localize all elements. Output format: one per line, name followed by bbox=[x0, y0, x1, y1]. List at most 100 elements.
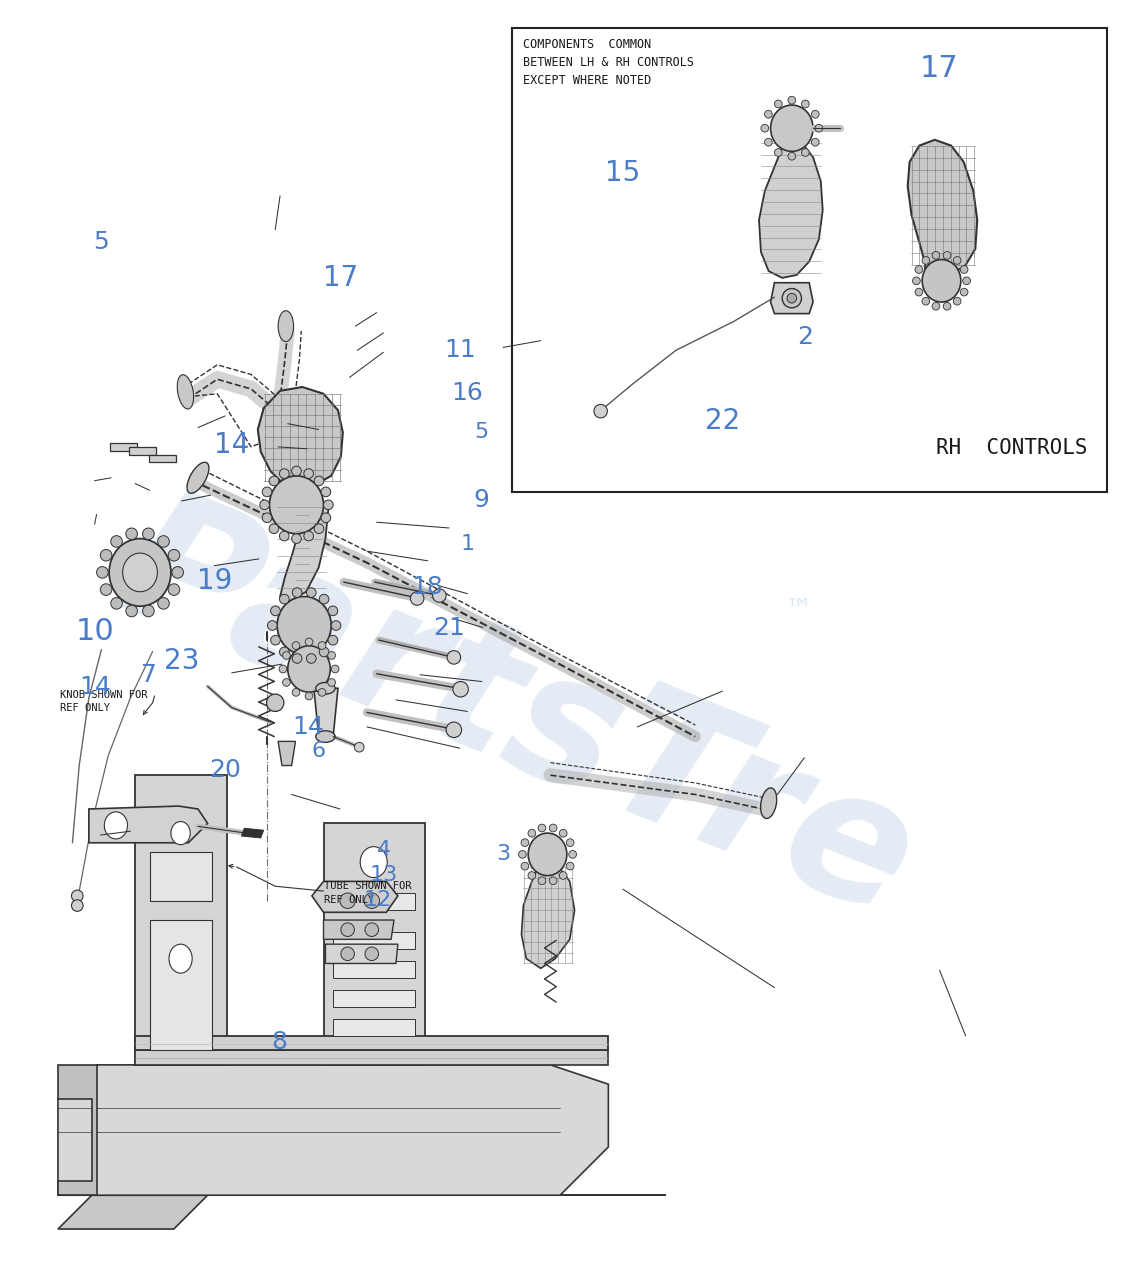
Text: 18: 18 bbox=[411, 575, 443, 599]
Ellipse shape bbox=[922, 297, 930, 305]
Ellipse shape bbox=[280, 531, 289, 541]
Text: 17: 17 bbox=[323, 264, 359, 292]
Ellipse shape bbox=[307, 588, 316, 598]
Polygon shape bbox=[89, 806, 208, 842]
Ellipse shape bbox=[109, 539, 171, 607]
Ellipse shape bbox=[171, 822, 190, 845]
Ellipse shape bbox=[761, 124, 769, 132]
Polygon shape bbox=[314, 689, 338, 736]
Ellipse shape bbox=[782, 288, 801, 307]
Polygon shape bbox=[333, 932, 415, 948]
Polygon shape bbox=[58, 1065, 608, 1196]
Ellipse shape bbox=[303, 468, 314, 479]
Text: 14: 14 bbox=[292, 714, 324, 739]
Ellipse shape bbox=[303, 531, 314, 541]
Ellipse shape bbox=[318, 689, 326, 696]
Ellipse shape bbox=[279, 666, 287, 673]
Ellipse shape bbox=[315, 524, 324, 534]
Ellipse shape bbox=[433, 589, 446, 603]
Text: 9: 9 bbox=[473, 489, 489, 512]
Ellipse shape bbox=[100, 584, 112, 595]
Ellipse shape bbox=[960, 266, 968, 274]
Ellipse shape bbox=[169, 584, 180, 595]
Ellipse shape bbox=[262, 488, 272, 497]
Ellipse shape bbox=[528, 833, 566, 876]
Polygon shape bbox=[324, 920, 395, 940]
Ellipse shape bbox=[305, 692, 312, 700]
Ellipse shape bbox=[100, 549, 112, 561]
Ellipse shape bbox=[913, 276, 921, 284]
Ellipse shape bbox=[111, 598, 123, 609]
Ellipse shape bbox=[316, 731, 335, 742]
Ellipse shape bbox=[922, 260, 961, 302]
Ellipse shape bbox=[324, 500, 333, 509]
Ellipse shape bbox=[560, 872, 566, 879]
Text: 5: 5 bbox=[92, 230, 108, 253]
Polygon shape bbox=[58, 1196, 208, 1229]
Ellipse shape bbox=[292, 689, 300, 696]
Text: 5: 5 bbox=[474, 422, 489, 443]
Ellipse shape bbox=[922, 256, 930, 264]
Ellipse shape bbox=[157, 535, 170, 548]
Polygon shape bbox=[908, 140, 977, 273]
Ellipse shape bbox=[172, 567, 183, 579]
Ellipse shape bbox=[410, 591, 424, 605]
Ellipse shape bbox=[771, 105, 813, 151]
Ellipse shape bbox=[953, 297, 961, 305]
Ellipse shape bbox=[266, 694, 284, 712]
Polygon shape bbox=[242, 828, 264, 838]
Ellipse shape bbox=[260, 500, 270, 509]
Text: 12: 12 bbox=[363, 890, 391, 910]
Ellipse shape bbox=[764, 110, 772, 118]
Ellipse shape bbox=[278, 311, 293, 342]
Ellipse shape bbox=[522, 863, 528, 870]
Ellipse shape bbox=[305, 637, 312, 646]
Ellipse shape bbox=[788, 152, 796, 160]
Bar bbox=[511, 28, 1107, 492]
Ellipse shape bbox=[569, 850, 577, 858]
Ellipse shape bbox=[801, 100, 809, 108]
Text: 11: 11 bbox=[444, 338, 475, 361]
Ellipse shape bbox=[271, 635, 280, 645]
Text: 13: 13 bbox=[370, 865, 398, 884]
Ellipse shape bbox=[111, 535, 123, 548]
Text: 4: 4 bbox=[377, 840, 391, 860]
Text: TUBE SHOWN FOR
REF ONLY: TUBE SHOWN FOR REF ONLY bbox=[324, 882, 411, 905]
Text: 17: 17 bbox=[921, 55, 959, 83]
Polygon shape bbox=[278, 741, 296, 765]
Polygon shape bbox=[58, 1065, 97, 1196]
Text: 19: 19 bbox=[197, 567, 233, 595]
Ellipse shape bbox=[364, 893, 380, 909]
Ellipse shape bbox=[318, 641, 326, 649]
Ellipse shape bbox=[538, 877, 546, 884]
Ellipse shape bbox=[262, 513, 272, 522]
Ellipse shape bbox=[566, 863, 574, 870]
Polygon shape bbox=[135, 776, 227, 1065]
Ellipse shape bbox=[157, 598, 170, 609]
Ellipse shape bbox=[774, 100, 782, 108]
Text: 7: 7 bbox=[142, 663, 157, 686]
Text: 3: 3 bbox=[496, 844, 510, 864]
Ellipse shape bbox=[282, 678, 290, 686]
Ellipse shape bbox=[528, 872, 536, 879]
Ellipse shape bbox=[291, 466, 301, 476]
Ellipse shape bbox=[932, 251, 940, 260]
Ellipse shape bbox=[169, 549, 180, 561]
Ellipse shape bbox=[280, 648, 289, 657]
Ellipse shape bbox=[316, 682, 335, 694]
Ellipse shape bbox=[788, 96, 796, 104]
Ellipse shape bbox=[187, 462, 209, 493]
Polygon shape bbox=[149, 920, 212, 1051]
Text: PartsTre: PartsTre bbox=[94, 475, 939, 954]
Ellipse shape bbox=[270, 476, 324, 534]
Ellipse shape bbox=[365, 947, 379, 960]
Text: 8: 8 bbox=[272, 1029, 288, 1053]
Ellipse shape bbox=[292, 654, 302, 663]
Ellipse shape bbox=[566, 838, 574, 846]
Polygon shape bbox=[135, 1051, 608, 1065]
Polygon shape bbox=[135, 1036, 608, 1051]
Ellipse shape bbox=[943, 251, 951, 260]
Ellipse shape bbox=[943, 302, 951, 310]
Text: KNOB SHOWN FOR
REF ONLY: KNOB SHOWN FOR REF ONLY bbox=[60, 690, 147, 713]
Ellipse shape bbox=[126, 529, 137, 540]
